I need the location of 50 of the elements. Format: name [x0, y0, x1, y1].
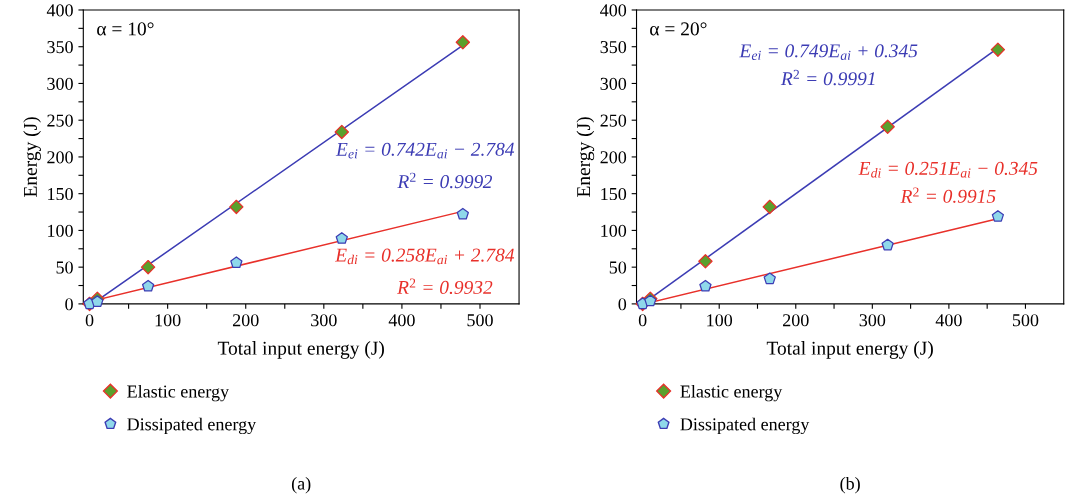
y-tick-label: 50 [56, 261, 73, 274]
y-tick-label: 50 [609, 261, 627, 274]
x-tick-label: 0 [638, 314, 647, 327]
x-tick-label: 300 [859, 314, 886, 327]
y-tick-label: 0 [618, 298, 627, 311]
y-tick-label: 150 [48, 187, 73, 201]
y-tick-label: 150 [601, 187, 627, 201]
y-tick-label: 300 [47, 77, 73, 90]
annotation: E$_{di}$ = 0.251E$_{ai}$ − 0.345 [858, 161, 1038, 178]
annotation: E$_{di}$ = 0.258E$_{ai}$ + 2.784 [334, 248, 515, 265]
annotation: α = 20° [650, 22, 707, 36]
legend-label: Dissipated energy [127, 417, 257, 435]
text: (a) [291, 477, 311, 494]
x-tick-label: 300 [311, 314, 337, 327]
annotation: E$_{ei}$ = 0.742E$_{ai}$ − 2.784 [335, 142, 515, 159]
x-axis-title: Total input energy (J) [766, 341, 933, 359]
y-tick-label: 350 [600, 40, 627, 54]
legend-label: Elastic energy [127, 384, 230, 402]
legend-label: Dissipated energy [680, 417, 810, 435]
y-tick-label: 0 [65, 298, 73, 311]
x-axis-title: Total input energy (J) [217, 341, 384, 359]
y-tick-label: 200 [600, 151, 627, 164]
x-tick-label: 500 [467, 314, 493, 327]
x-tick-label: 500 [1012, 314, 1039, 327]
y-tick-label: 350 [47, 40, 73, 54]
x-tick-label: 0 [85, 314, 94, 327]
y-tick-label: 250 [600, 114, 627, 127]
y-axis-title: Energy (J) [576, 117, 595, 197]
y-tick-label: 100 [48, 224, 73, 237]
x-tick-label: 100 [707, 314, 733, 327]
legend-label: Elastic energy [680, 384, 783, 402]
x-tick-label: 100 [155, 314, 181, 327]
x-tick-label: 400 [935, 314, 962, 327]
annotation: R$^{2}$ = 0.9991 [780, 69, 875, 86]
annotation: R$^{2}$ = 0.9932 [397, 278, 493, 295]
annotation: R$^{2}$ = 0.9915 [900, 187, 996, 203]
y-axis-title: Energy (J) [23, 117, 41, 197]
text: (b) [840, 477, 860, 494]
y-tick-label: 250 [47, 114, 73, 127]
y-tick-label: 400 [600, 4, 627, 17]
x-tick-label: 200 [232, 314, 259, 327]
y-tick-label: 100 [601, 224, 627, 237]
x-tick-label: 200 [783, 314, 809, 327]
annotation: α = 10° [97, 22, 154, 36]
annotation: E$_{ei}$ = 0.749E$_{ai}$ + 0.345 [739, 44, 918, 60]
y-tick-label: 300 [600, 77, 627, 90]
y-tick-label: 400 [46, 4, 73, 17]
annotation: R$^{2}$ = 0.9992 [397, 172, 493, 189]
x-tick-label: 400 [388, 314, 415, 327]
y-tick-label: 200 [47, 151, 73, 164]
